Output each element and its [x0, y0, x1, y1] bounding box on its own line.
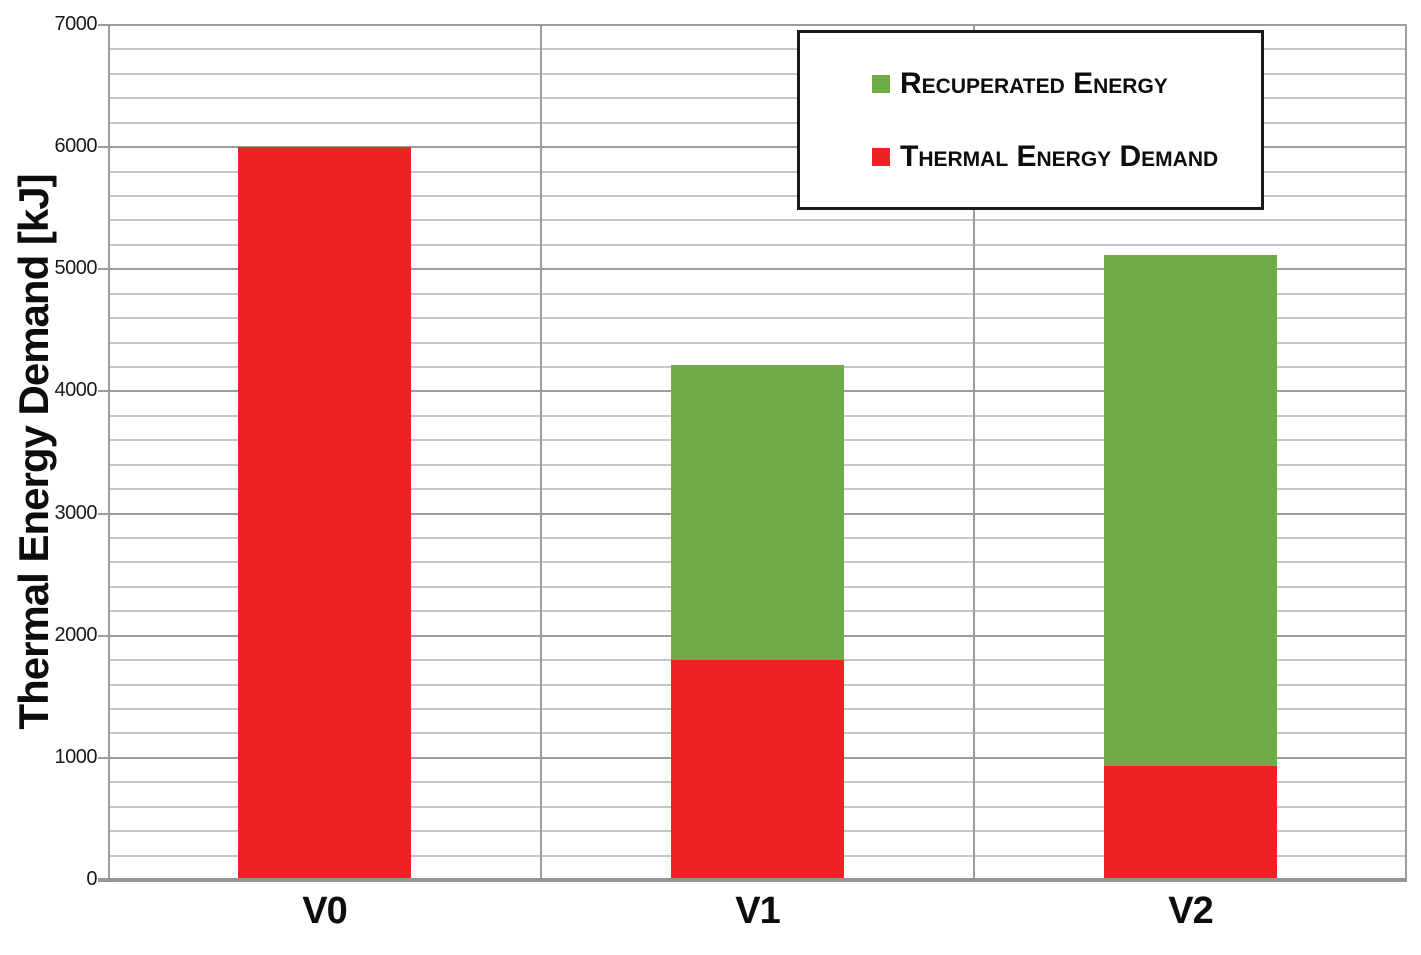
- x-category-label-v2: V2: [1168, 890, 1213, 932]
- minor-gridline: [108, 292, 1407, 295]
- minor-gridline: [108, 195, 1407, 197]
- x-category-label-v1: V1: [735, 890, 780, 932]
- minor-gridline: [108, 341, 1407, 344]
- minor-gridline: [108, 97, 1407, 100]
- legend-row: Recuperated Energy: [872, 66, 1261, 100]
- minor-gridline: [108, 121, 1407, 124]
- y-tick-mark: [98, 634, 108, 637]
- x-axis-line: [98, 878, 1407, 882]
- legend-label: Recuperated Energy: [900, 66, 1168, 100]
- y-tick-label: 6000: [54, 135, 98, 158]
- y-tick-label: 3000: [54, 501, 98, 524]
- major-gridline: [108, 24, 1407, 26]
- y-tick-label: 1000: [54, 745, 98, 768]
- major-gridline: [108, 268, 1407, 271]
- y-tick-label: 4000: [54, 379, 98, 402]
- bar-v2-recuperated-energy: [1104, 254, 1277, 767]
- major-gridline: [108, 146, 1407, 149]
- bar-v2-thermal-energy-demand: [1104, 766, 1277, 880]
- y-tick-mark: [98, 512, 108, 515]
- plot-right-border: [1405, 25, 1407, 880]
- legend-row: Thermal Energy Demand: [872, 139, 1261, 173]
- y-axis-line: [108, 25, 110, 880]
- minor-gridline: [108, 317, 1407, 320]
- legend-label: Thermal Energy Demand: [900, 139, 1219, 173]
- legend: Recuperated Energy Thermal Energy Demand: [797, 30, 1264, 210]
- minor-gridline: [108, 219, 1407, 222]
- y-tick-label: 2000: [54, 623, 98, 646]
- minor-gridline: [108, 48, 1407, 51]
- y-tick-mark: [98, 146, 108, 149]
- minor-gridline: [108, 170, 1407, 173]
- category-separator-line: [973, 25, 975, 880]
- bar-v1-recuperated-energy: [671, 364, 844, 661]
- legend-swatch-icon: [872, 74, 890, 93]
- bar-v1-thermal-energy-demand: [671, 660, 844, 880]
- y-tick-label: 0: [86, 868, 97, 890]
- y-tick-label: 5000: [54, 257, 98, 280]
- y-tick-label: 7000: [54, 13, 98, 35]
- minor-gridline: [108, 72, 1407, 75]
- legend-swatch-icon: [872, 147, 890, 166]
- minor-gridline: [108, 243, 1407, 246]
- y-tick-mark: [98, 879, 108, 881]
- y-tick-mark: [98, 756, 108, 759]
- y-tick-mark: [98, 268, 108, 271]
- bar-v0-thermal-energy-demand: [238, 147, 411, 880]
- category-separator-line: [540, 25, 542, 880]
- y-tick-mark: [98, 24, 108, 26]
- x-category-label-v0: V0: [302, 890, 347, 932]
- y-tick-mark: [98, 390, 108, 393]
